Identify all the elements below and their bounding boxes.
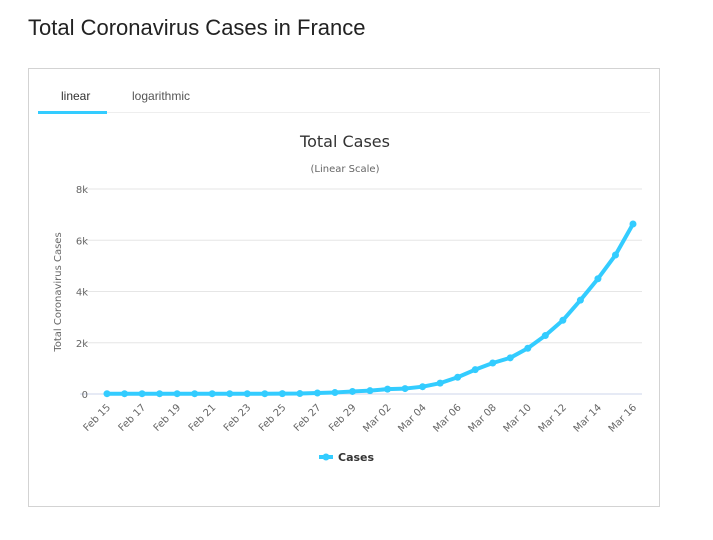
data-point: [243, 390, 251, 398]
data-point: [138, 390, 146, 398]
data-point: [629, 220, 637, 228]
x-tick-label: Mar 12: [537, 402, 569, 434]
legend-marker-icon: [322, 453, 330, 461]
data-point: [348, 387, 356, 395]
y-tick-label: 6k: [76, 236, 88, 247]
data-point: [471, 366, 479, 374]
tab-logarithmic[interactable]: logarithmic: [132, 89, 191, 103]
data-point: [594, 275, 602, 283]
y-tick-label: 2k: [76, 339, 88, 350]
data-point: [436, 379, 444, 387]
y-tick-label: 4k: [76, 288, 88, 299]
data-point: [576, 296, 584, 304]
data-point: [384, 385, 392, 393]
data-point: [261, 390, 269, 398]
x-tick-label: Feb 29: [327, 402, 359, 434]
data-point: [331, 389, 339, 397]
data-point: [191, 390, 199, 398]
x-tick-label: Mar 16: [607, 402, 639, 434]
data-point: [541, 332, 549, 340]
data-point: [226, 390, 234, 398]
data-point: [156, 390, 164, 398]
x-tick-label: Mar 06: [431, 402, 463, 434]
y-axis-label: Total Coronavirus Cases: [53, 232, 64, 352]
legend-item-cases: Cases: [338, 451, 375, 464]
data-point: [454, 373, 462, 381]
x-tick-label: Mar 14: [572, 402, 604, 434]
x-tick-label: Mar 04: [396, 402, 428, 434]
data-point: [121, 390, 129, 398]
data-point: [313, 389, 321, 397]
x-tick-label: Mar 10: [502, 402, 534, 434]
data-point: [506, 354, 514, 362]
x-tick-label: Feb 15: [82, 402, 114, 434]
chart-title: Total Cases: [299, 132, 390, 151]
chart-card: linear logarithmic: [28, 68, 660, 507]
data-point: [208, 390, 216, 398]
x-tick-label: Feb 25: [257, 402, 289, 434]
x-tick-label: Mar 02: [361, 402, 393, 434]
data-point: [611, 251, 619, 259]
x-tick-label: Feb 19: [152, 402, 184, 434]
y-tick-label: 0: [82, 390, 88, 401]
active-tab-indicator: [38, 111, 107, 114]
x-tick-label: Mar 08: [466, 402, 498, 434]
x-tick-label: Feb 21: [187, 402, 219, 434]
series-line-cases: [107, 223, 635, 396]
chart-subtitle: (Linear Scale): [311, 164, 380, 175]
data-point: [559, 316, 567, 324]
page-title: Total Coronavirus Cases in France: [28, 15, 366, 40]
data-point: [296, 390, 304, 398]
data-point: [419, 383, 427, 391]
x-tick-label: Feb 17: [117, 402, 149, 434]
x-tick-label: Feb 23: [222, 402, 254, 434]
data-point: [524, 344, 532, 352]
x-tick-label: Feb 27: [292, 402, 324, 434]
data-point: [401, 385, 409, 393]
data-point: [173, 390, 181, 398]
data-point: [278, 390, 286, 398]
tab-linear[interactable]: linear: [61, 89, 91, 103]
data-point: [489, 359, 497, 367]
data-point: [103, 390, 111, 398]
scale-tabs: linear logarithmic: [38, 81, 650, 114]
y-tick-label: 8k: [76, 185, 88, 196]
data-point: [366, 387, 374, 395]
